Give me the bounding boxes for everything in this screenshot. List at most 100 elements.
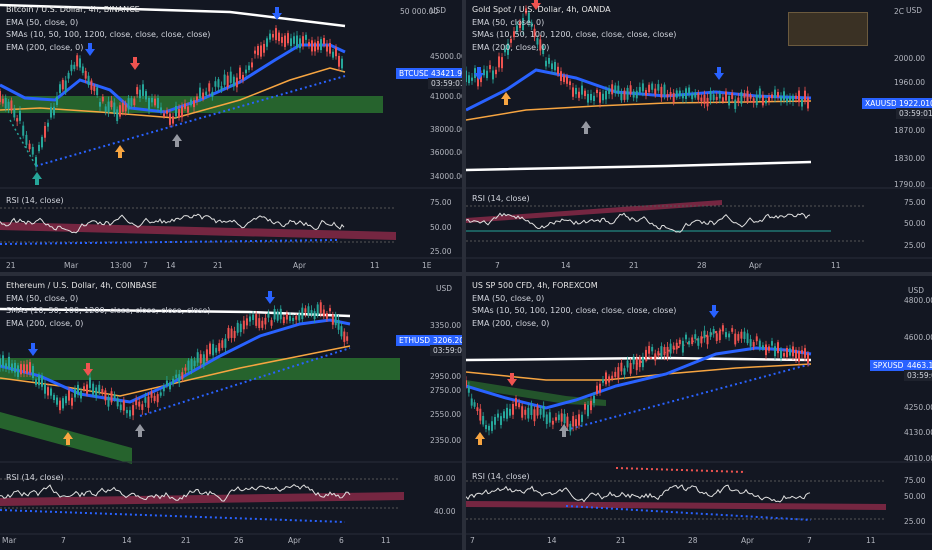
- candle: [65, 396, 67, 404]
- watermark-logo: [788, 12, 868, 46]
- gold-indicator-ema50[interactable]: EMA (50, close, 0): [472, 17, 545, 27]
- candle: [22, 125, 25, 136]
- candle: [466, 380, 467, 387]
- candle: [737, 97, 740, 103]
- candle: [184, 103, 186, 109]
- candle: [587, 404, 589, 417]
- btc-time-label: 21: [213, 261, 223, 270]
- candle: [798, 90, 800, 103]
- btc-indicator-ema50[interactable]: EMA (50, close, 0): [6, 17, 79, 27]
- eth-symbol-title[interactable]: Ethereum / U.S. Dollar, 4h, COINBASE: [6, 281, 157, 290]
- chart-panel-eth[interactable]: Ethereum / U.S. Dollar, 4h, COINBASE EMA…: [0, 276, 462, 550]
- candle: [721, 325, 724, 332]
- candle: [694, 92, 697, 98]
- candle: [737, 334, 740, 341]
- candle: [10, 100, 13, 111]
- eth-indicator-ema50[interactable]: EMA (50, close, 0): [6, 293, 79, 303]
- candle: [709, 90, 712, 101]
- candle: [270, 320, 273, 326]
- candle: [572, 416, 575, 427]
- candle: [86, 384, 88, 394]
- candle: [614, 85, 617, 93]
- candle: [506, 407, 508, 419]
- candle: [539, 39, 542, 51]
- candle: [223, 74, 226, 85]
- candle: [602, 379, 604, 383]
- candle: [578, 414, 580, 426]
- candle: [73, 64, 76, 70]
- gold-indicator-smas[interactable]: SMAs (10, 50, 100, 1200, close, close, c…: [472, 30, 677, 40]
- candle: [159, 392, 162, 396]
- candle: [660, 86, 663, 98]
- candle: [620, 362, 623, 372]
- btc-time-label: 14: [166, 261, 176, 270]
- candle: [104, 106, 107, 112]
- candle: [712, 94, 715, 101]
- candle: [26, 364, 28, 374]
- candle: [199, 354, 202, 364]
- eth-indicator-ema200[interactable]: EMA (200, close, 0): [6, 318, 84, 328]
- spx-price-label: 4800.00: [904, 296, 932, 305]
- eth-chart-canvas[interactable]: [0, 276, 462, 550]
- btc-price-label: 34000.00: [430, 172, 462, 181]
- candle: [162, 386, 165, 392]
- candle: [107, 101, 110, 113]
- btc-rsi-label[interactable]: RSI (14, close): [6, 196, 64, 205]
- candle: [290, 38, 292, 47]
- spx-chart-canvas[interactable]: [466, 276, 932, 550]
- candle: [691, 337, 694, 345]
- candle: [651, 83, 654, 90]
- candle: [242, 320, 245, 330]
- candle: [718, 330, 721, 341]
- candle: [731, 92, 734, 100]
- candle: [566, 76, 568, 84]
- candle: [124, 104, 127, 112]
- gold-price-label: 2000.00: [894, 54, 926, 63]
- spx-indicator-ema50[interactable]: EMA (50, close, 0): [472, 293, 545, 303]
- candle: [507, 43, 509, 55]
- chart-panel-gold[interactable]: Gold Spot / U.S. Dollar, 4h, OANDA EMA (…: [466, 0, 932, 272]
- gold-countdown-tag: 03:59:01: [896, 108, 932, 119]
- gold-time-label: 7: [495, 261, 500, 270]
- candle: [227, 327, 230, 339]
- gold-rsi-label[interactable]: RSI (14, close): [472, 194, 530, 203]
- candle: [654, 88, 657, 95]
- spx-symbol-title[interactable]: US SP 500 CFD, 4h, FOREXCOM: [472, 281, 598, 290]
- btc-indicator-smas[interactable]: SMAs (10, 50, 100, 1200, close, close, c…: [6, 30, 211, 40]
- candle: [533, 28, 536, 38]
- spx-indicator-ema200[interactable]: EMA (200, close, 0): [472, 318, 550, 328]
- candle: [500, 416, 502, 425]
- btc-indicator-ema200[interactable]: EMA (200, close, 0): [6, 42, 84, 52]
- candle: [31, 146, 34, 155]
- chart-panel-spx[interactable]: US SP 500 CFD, 4h, FOREXCOM EMA (50, clo…: [466, 276, 932, 550]
- spx-rsi-label[interactable]: RSI (14, close): [472, 472, 530, 481]
- candle: [166, 110, 168, 114]
- spx-time-label: 14: [547, 536, 557, 545]
- candle: [74, 388, 76, 398]
- candle: [151, 97, 153, 103]
- gold-chart-canvas[interactable]: [466, 0, 932, 272]
- candle: [575, 87, 577, 95]
- candle: [777, 92, 779, 98]
- candle: [44, 383, 46, 394]
- candle: [233, 330, 236, 339]
- spx-indicator-smas[interactable]: SMAs (10, 50, 100, 1200, close, close, c…: [472, 306, 677, 316]
- candle: [266, 38, 268, 47]
- gold-symbol-title[interactable]: Gold Spot / U.S. Dollar, 4h, OANDA: [472, 5, 611, 14]
- btc-chart-canvas[interactable]: [0, 0, 462, 272]
- eth-rsi-label[interactable]: RSI (14, close): [6, 473, 64, 482]
- eth-indicator-smas[interactable]: SMAs (10, 50, 100, 1200, close, close, c…: [6, 306, 211, 316]
- candle: [660, 346, 663, 357]
- btc-symbol-title[interactable]: Bitcoin / U.S. Dollar, 4h, BINANCE: [6, 5, 140, 14]
- candle: [32, 366, 34, 378]
- gold-rsi-level: 25.00: [904, 241, 926, 250]
- btc-price-label: 36000.00: [430, 148, 462, 157]
- candle: [56, 96, 58, 105]
- candle: [518, 403, 521, 408]
- candle: [5, 363, 7, 369]
- candle: [156, 394, 159, 403]
- horizontal-divider[interactable]: [0, 272, 932, 276]
- chart-panel-btc[interactable]: Bitcoin / U.S. Dollar, 4h, BINANCE EMA (…: [0, 0, 462, 272]
- candle: [127, 98, 130, 110]
- gold-indicator-ema200[interactable]: EMA (200, close, 0): [472, 42, 550, 52]
